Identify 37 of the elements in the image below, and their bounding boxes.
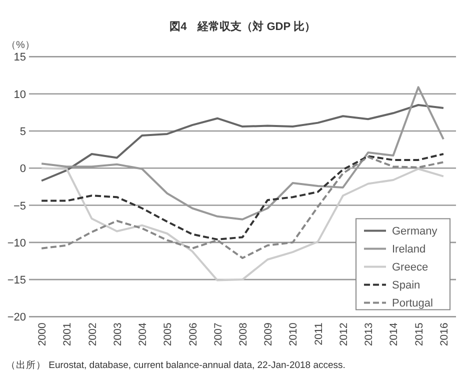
x-tick-label: 2014: [388, 322, 400, 346]
y-tick-label: 0: [20, 163, 26, 176]
line-series: [40, 156, 444, 260]
legend-label: Portugal: [392, 298, 433, 310]
y-axis-title: （%）: [6, 40, 35, 51]
x-tick-label: 2006: [187, 322, 200, 346]
y-tick-label: 15: [14, 52, 26, 64]
y-tick-label: −15: [7, 274, 26, 287]
text: （出所） Eurostat, database, current balance-annual data, 22-Jan-2018 access.: [6, 359, 346, 371]
y-tick-label: −10: [7, 237, 26, 250]
x-tick-label: 2011: [312, 322, 325, 346]
chart-title: 図4 経常収支（対 GDP 比）: [170, 20, 316, 33]
legend-label: Germany: [392, 226, 438, 238]
line-series: [40, 167, 444, 282]
x-tick-label: 2005: [162, 322, 174, 346]
line-series: [40, 104, 444, 182]
x-tick-label: 2007: [212, 322, 224, 346]
x-tick-label: 2003: [112, 322, 124, 346]
x-tick-label: 2015: [413, 322, 426, 346]
y-tick-label: 10: [14, 88, 26, 101]
x-tick-label: 2001: [62, 322, 74, 346]
x-tick-label: 2002: [86, 322, 99, 346]
x-tick-label: 2009: [262, 322, 275, 346]
x-tick-label: 2008: [238, 322, 250, 346]
x-tick-label: 2013: [363, 322, 376, 346]
x-tick-label: 2000: [36, 322, 49, 346]
legend-label: Spain: [392, 280, 420, 292]
line-series: [40, 153, 444, 240]
x-tick-label: 2004: [137, 322, 150, 346]
x-tick-label: 2016: [438, 322, 450, 346]
x-tick-label: 2012: [338, 322, 350, 346]
y-tick-label: 5: [20, 126, 26, 138]
y-tick-label: −5: [13, 200, 26, 212]
legend-label: Ireland: [392, 244, 426, 256]
x-tick-label: 2010: [288, 322, 300, 346]
y-tick-label: −20: [7, 312, 26, 324]
legend-label: Greece: [392, 262, 428, 274]
